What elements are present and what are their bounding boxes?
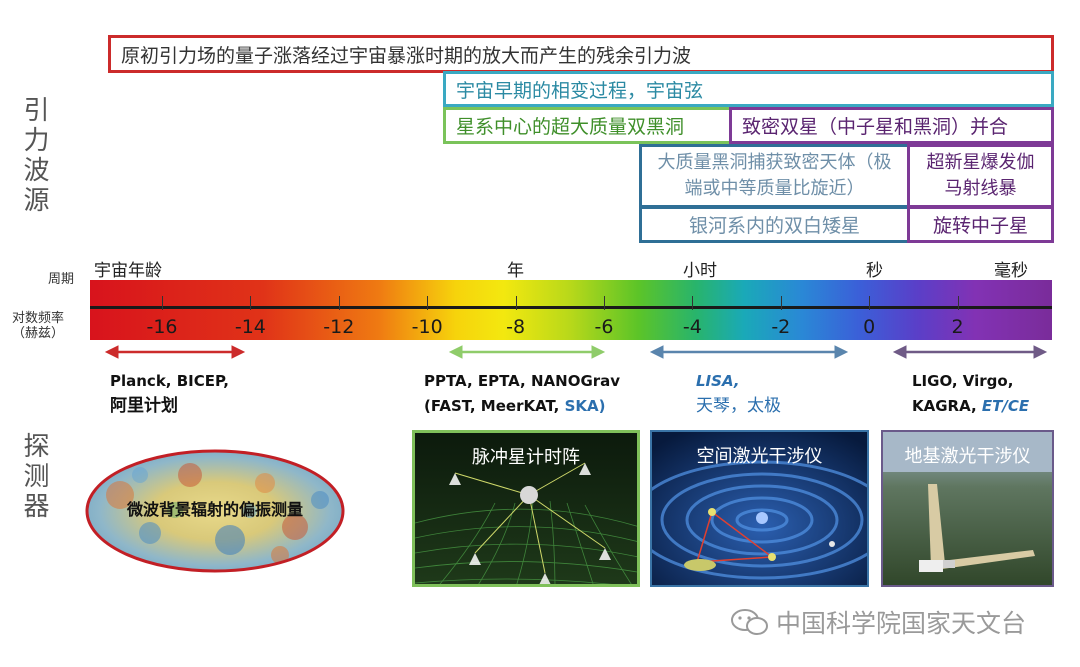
source-compact-binary-text: 致密双星（中子星和黑洞）并合 [742,116,1009,138]
wechat-icon [731,609,768,635]
source-early-universe-text: 宇宙早期的相变过程，宇宙弦 [456,79,704,102]
detector-pta-line2-b: SKA) [564,397,606,415]
ground-illustration [883,432,1052,585]
detector-pta-line2-a: (FAST, MeerKAT, [424,397,565,415]
space-range-arrow [649,345,849,359]
source-neutron-star-text: 旋转中子星 [932,215,1028,237]
source-emri-text: 大质量黑洞捕获致密天体（极端或中等质量比旋近） [657,152,892,199]
tick-label: 2 [951,316,964,338]
frequency-axis-line [90,306,1052,309]
range-arrows [104,345,1048,359]
cmb-range-arrow [104,345,246,359]
space-caption: 空间激光干涉仪 [696,446,823,467]
pta-caption: 脉冲星计时阵 [472,447,580,468]
source-supernova-text: 超新星爆发伽马射线暴 [926,152,1035,199]
detector-cmb-line1: Planck, BICEP, [110,372,229,390]
detector-pta-label: PPTA, EPTA, NANOGrav (FAST, MeerKAT, SKA… [424,369,620,419]
space-panel: 空间激光干涉仪 [650,430,869,587]
detector-ground-line2: KAGRA, ET/CE [912,394,1029,419]
tick-mark [250,296,252,310]
period-label-hour: 小时 [683,261,717,281]
detector-space-label: LISA, 天琴，太极 [696,369,781,419]
cmb-caption: 微波背景辐射的偏振测量 [126,500,303,519]
tick-mark [604,296,605,310]
source-supernova: 超新星爆发伽马射线暴 [907,144,1054,208]
period-label-year: 年 [507,261,524,281]
tick-label: -6 [594,316,614,338]
tick-label: 0 [863,316,876,338]
frequency-spectrum-bar [90,280,1052,340]
tick-mark [780,296,782,310]
watermark: 中国科学院国家天文台 [730,604,1026,640]
source-primordial: 原初引力场的量子涨落经过宇宙暴涨时期的放大而产生的残余引力波 [108,35,1054,73]
period-axis-title: 周期 [48,272,75,287]
source-neutron-star: 旋转中子星 [907,206,1054,243]
detector-pta-line1: PPTA, EPTA, NANOGrav [424,372,621,390]
tick-label: -4 [682,316,702,338]
frequency-axis-title: 对数频率（赫兹） [12,311,65,341]
detector-ground-line1: LIGO, Virgo, [912,372,1014,390]
ground-panel: 地基激光干涉仪 [881,430,1054,587]
tick-mark [162,296,163,310]
detector-cmb-label: Planck, BICEP, 阿里计划 [110,369,229,419]
source-white-dwarf: 银河系内的双白矮星 [639,206,910,243]
tick-mark [957,296,959,310]
ground-caption: 地基激光干涉仪 [904,446,1031,467]
tick-label: -10 [411,316,443,338]
tick-mark [427,296,429,310]
detector-space-line2: 天琴，太极 [696,396,781,416]
detectors-side-label: 探测器 [19,432,49,522]
period-label-millisecond: 毫秒 [994,261,1028,281]
period-label-second: 秒 [866,261,883,281]
source-white-dwarf-text: 银河系内的双白矮星 [688,215,860,237]
period-label-universe-age: 宇宙年龄 [94,261,162,281]
source-smbh-text: 星系中心的超大质量双黑洞 [456,116,685,138]
tick-mark [692,296,694,310]
pta-illustration [415,433,637,584]
ground-range-arrow [892,345,1048,359]
watermark-text: 中国科学院国家天文台 [776,609,1027,638]
gw-sources-side-label: 引力波源 [19,96,49,216]
pta-range-arrow [448,345,606,359]
tick-mark [515,296,517,310]
tick-label: -14 [234,316,266,338]
source-early-universe: 宇宙早期的相变过程，宇宙弦 [443,71,1054,107]
source-emri: 大质量黑洞捕获致密天体（极端或中等质量比旋近） [639,144,910,208]
pta-panel: 脉冲星计时阵 [412,430,640,587]
tick-mark [338,296,340,310]
source-primordial-text: 原初引力场的量子涨落经过宇宙暴涨时期的放大而产生的残余引力波 [121,44,692,67]
detector-pta-line2: (FAST, MeerKAT, SKA) [424,394,620,419]
tick-mark [869,296,871,310]
detector-space-line1: LISA, [696,372,740,390]
source-smbh: 星系中心的超大质量双黑洞 [443,107,733,144]
cmb-sky-map-image [85,449,345,573]
detector-ground-line2-b: ET/CE [981,397,1030,415]
source-compact-binary: 致密双星（中子星和黑洞）并合 [729,107,1054,144]
detector-ground-line2-a: KAGRA, [912,397,982,415]
tick-label: -8 [506,316,526,338]
tick-label: -12 [323,316,355,338]
space-illustration [652,432,867,585]
detector-cmb-line2: 阿里计划 [110,396,178,416]
detector-ground-label: LIGO, Virgo, KAGRA, ET/CE [912,369,1029,419]
tick-label: -2 [771,316,791,338]
tick-label: -16 [146,316,178,338]
